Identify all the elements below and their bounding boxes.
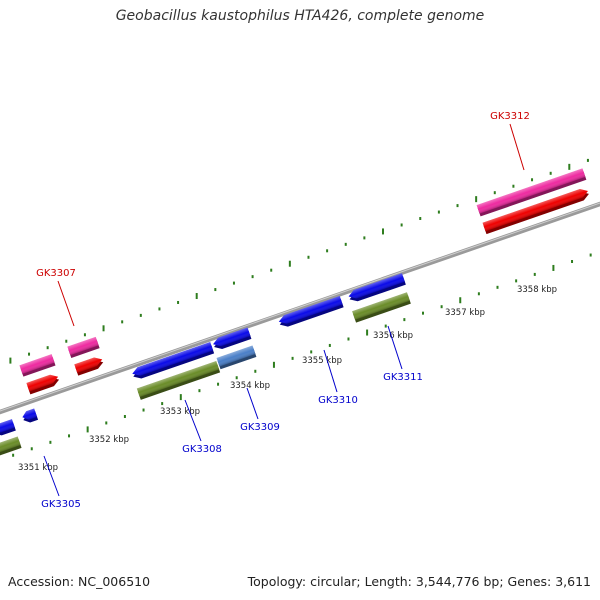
scale-tick-label: 3353 kbp: [160, 407, 200, 417]
forward-gene-bar: [26, 374, 60, 395]
genome-backbone: [0, 201, 600, 415]
scale-tick-label: 3356 kbp: [373, 331, 413, 341]
forward-gene-bar: [74, 357, 104, 376]
scale-tick-label: 3358 kbp: [517, 285, 557, 295]
scale-tick-label: 3357 kbp: [445, 308, 485, 318]
scale-tick-label: 3351 kbp: [18, 463, 58, 473]
scale-tick-label: 3355 kbp: [302, 356, 342, 366]
reverse-cds-bar-gloss: [132, 341, 214, 376]
reverse-cds-alt-bar: [216, 345, 257, 370]
reverse-gene-bar: [136, 360, 221, 400]
gene-label-gk3309-leader: [246, 387, 259, 420]
gene-label-gk3312: GK3312: [490, 111, 530, 122]
topology-summary: Topology: circular; Length: 3,544,776 bp…: [247, 574, 591, 589]
reverse-cds-bar: [132, 341, 215, 379]
forward-cds-bar: [476, 168, 587, 217]
accession-text: Accession: NC_006510: [8, 574, 151, 589]
reverse-gene-bar: [0, 436, 22, 459]
reverse-cds-bar-gloss: [278, 295, 343, 324]
reverse-cds-bar-gloss: [0, 419, 15, 433]
forward-cds-bar-gloss: [19, 354, 55, 374]
forward-cds-bar: [67, 336, 100, 358]
scale-tick-label: 3352 kbp: [89, 435, 129, 445]
gene-label-gk3311: GK3311: [383, 372, 423, 383]
gene-label-gk3311-leader: [387, 325, 403, 370]
reverse-gene-bar-gloss: [0, 436, 21, 456]
gene-label-gk3308-leader: [184, 399, 202, 442]
reverse-gene-bar-gloss: [136, 360, 220, 398]
reverse-cds-bar: [278, 295, 344, 327]
reverse-cds-bar-gloss: [22, 408, 38, 420]
forward-gene-bar-gloss: [74, 357, 103, 373]
reverse-cds-alt-bar-gloss: [216, 345, 256, 367]
gene-label-gk3307: GK3307: [36, 268, 76, 279]
gene-label-gk3310: GK3310: [318, 395, 358, 406]
gene-label-gk3305: GK3305: [41, 499, 81, 510]
gene-label-gk3307-leader: [57, 280, 75, 327]
backbone-layer: [0, 201, 600, 415]
gene-label-gk3305-leader: [43, 455, 60, 497]
forward-cds-bar-gloss: [476, 168, 586, 214]
reverse-cds-bar: [348, 273, 406, 302]
gene-label-gk3308: GK3308: [182, 444, 222, 455]
gene-label-gk3310-leader: [323, 349, 338, 393]
reverse-cds-bar-gloss: [213, 327, 251, 347]
scale-tick-label: 3354 kbp: [230, 381, 270, 391]
reverse-gene-bar-gloss: [352, 292, 410, 320]
forward-gene-bar: [482, 189, 589, 235]
tick-layer: [9, 158, 592, 457]
reverse-cds-bar: [213, 327, 252, 350]
reverse-cds-bar: [0, 419, 16, 436]
genome-backbone-highlight: [0, 202, 600, 412]
gene-label-gk3309: GK3309: [240, 422, 280, 433]
label-layer: 3351 kbp 3352 kbp 3353 kbp 3354 kbp 3355 kbp…: [18, 111, 557, 510]
forward-cds-bar: [19, 354, 56, 377]
reverse-gene-bar: [352, 292, 411, 323]
reverse-cds-bar-gloss: [348, 273, 405, 299]
gene-label-gk3312-leader: [509, 123, 525, 171]
forward-cds-bar-gloss: [67, 336, 99, 356]
map-title: Geobacillus kaustophilus HTA426, complet…: [115, 8, 485, 24]
reverse-cds-bar: [22, 408, 39, 423]
forward-gene-bar-gloss: [482, 189, 588, 232]
feature-layer: [0, 168, 589, 459]
forward-gene-bar-gloss: [26, 374, 59, 392]
